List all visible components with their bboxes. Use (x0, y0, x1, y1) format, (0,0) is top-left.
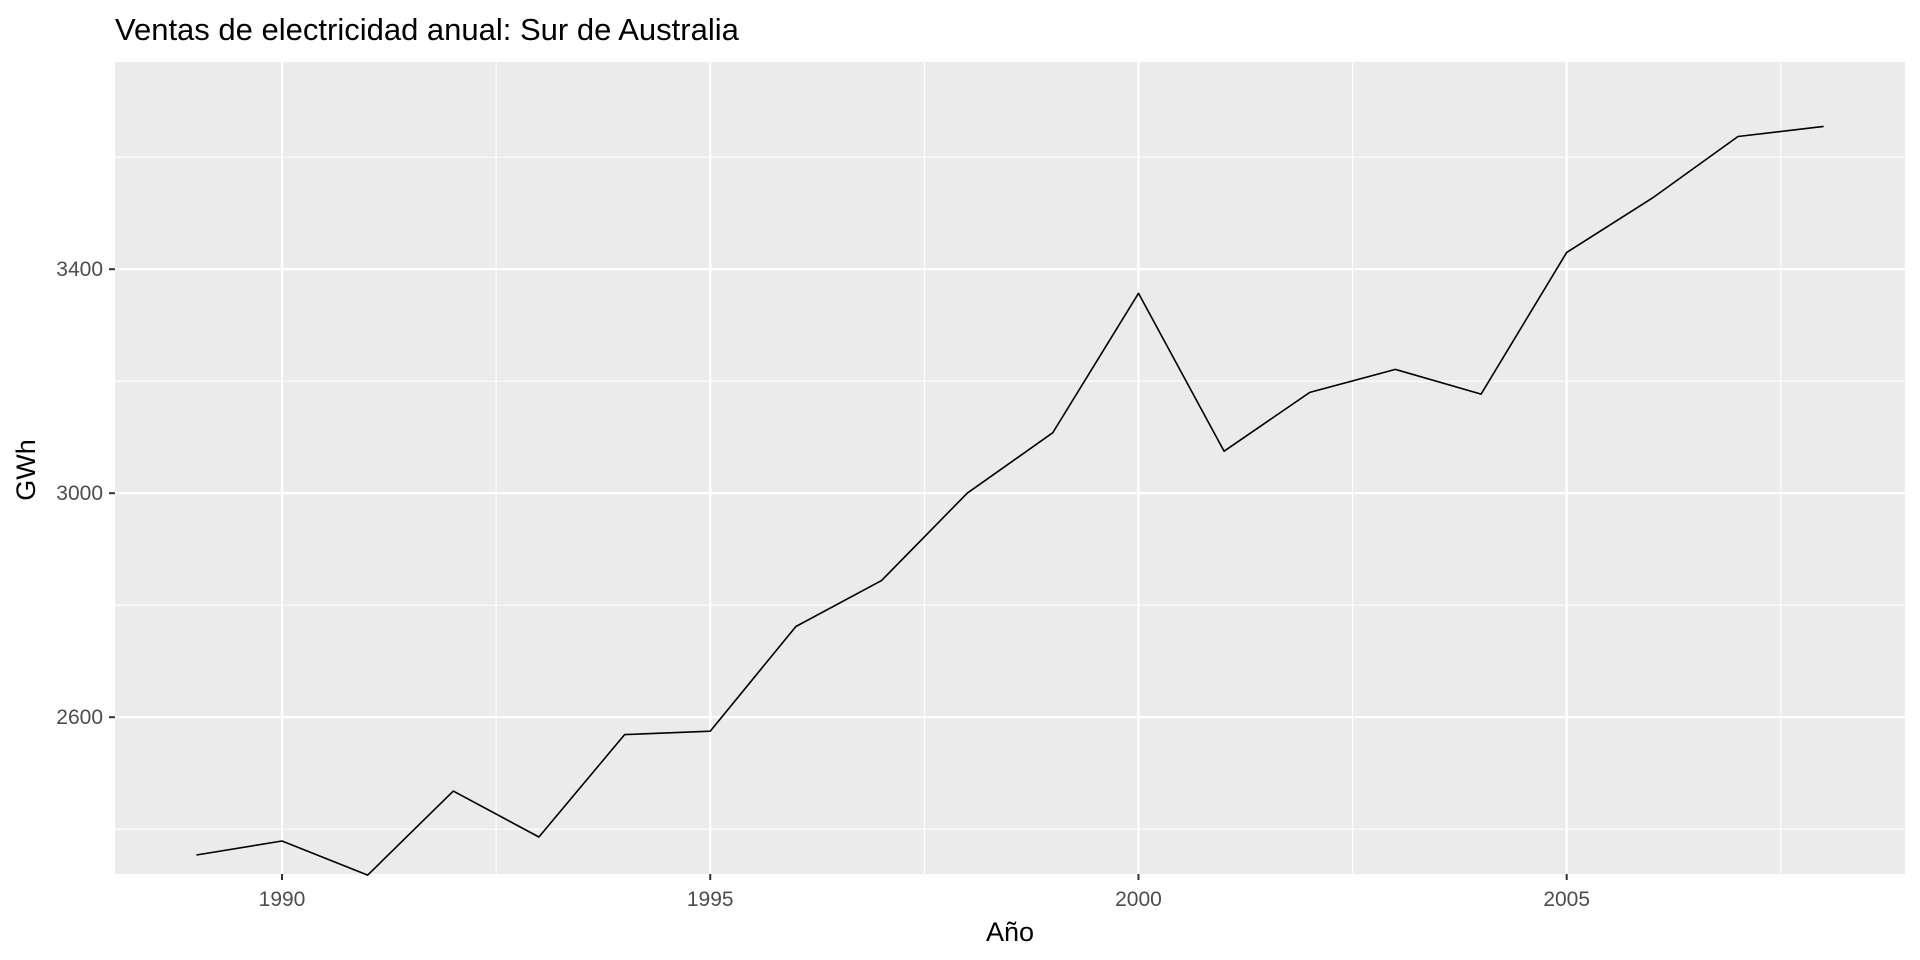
y-tick-label: 3000 (56, 482, 103, 505)
y-tick-label: 3400 (56, 258, 103, 281)
series-layer (196, 125, 1824, 876)
major-gridlines (115, 62, 1905, 874)
y-axis-ticks: 2600 3000 3400 (56, 258, 115, 729)
series-line (196, 125, 1824, 876)
y-axis-title: GWh (11, 439, 41, 501)
x-axis-ticks: 1990 1995 2000 2005 (259, 874, 1590, 911)
x-tick-label: 2005 (1543, 888, 1590, 911)
x-axis-title: Año (986, 917, 1034, 947)
x-tick-label: 2000 (1115, 888, 1162, 911)
x-tick-label: 1990 (259, 888, 306, 911)
x-tick-label: 1995 (687, 888, 734, 911)
y-tick-label: 2600 (56, 706, 103, 729)
chart-title: Ventas de electricidad anual: Sur de Aus… (115, 12, 740, 47)
plot-panel (115, 62, 1905, 874)
